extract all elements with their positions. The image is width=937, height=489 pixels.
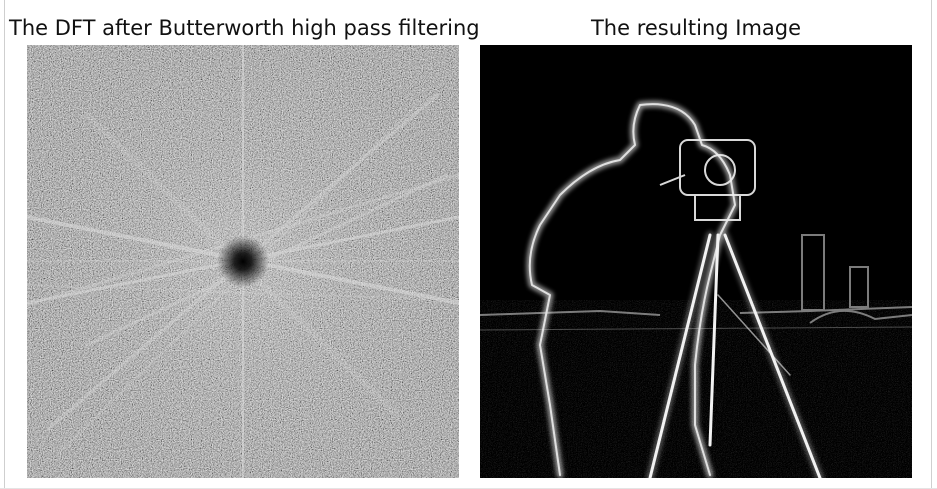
- result-title: The resulting Image: [590, 16, 802, 40]
- window-right-border: [931, 0, 932, 489]
- dft-spectrum-image: [27, 45, 459, 478]
- dft-title: The DFT after Butterworth high pass filt…: [9, 16, 480, 40]
- filtered-result-image: [480, 45, 912, 478]
- window-left-border: [4, 0, 5, 489]
